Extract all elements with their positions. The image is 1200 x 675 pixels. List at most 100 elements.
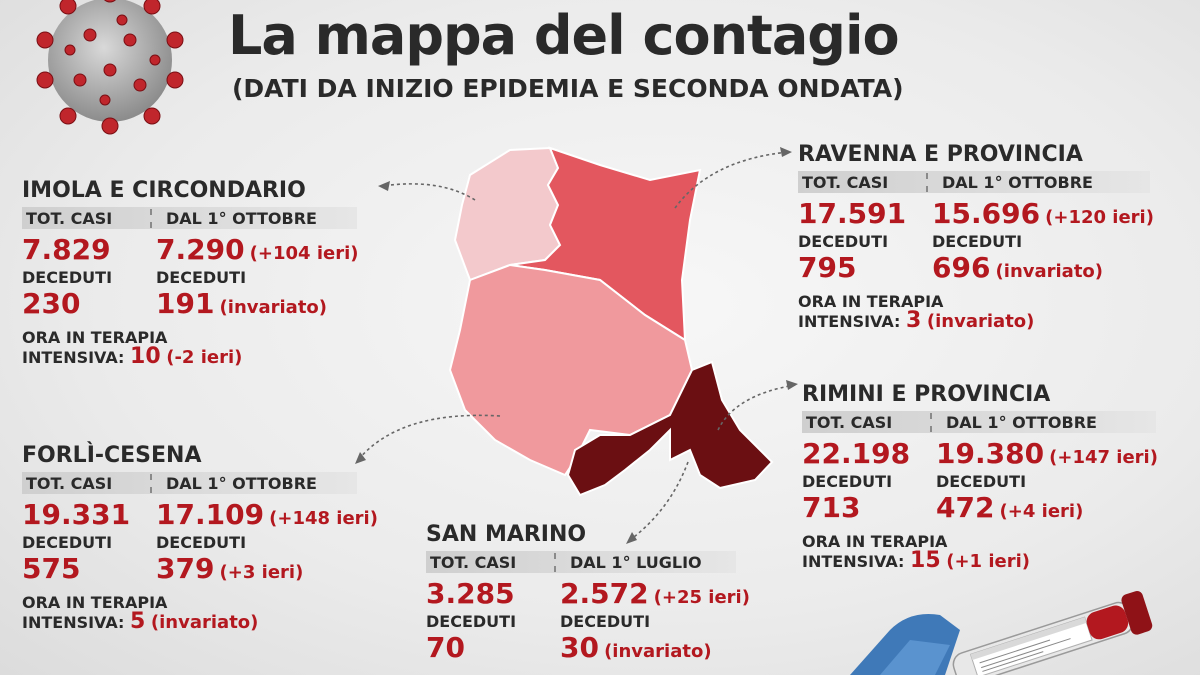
forli-icu: ORA IN TERAPIA INTENSIVA: 5 (invariato) xyxy=(22,593,378,634)
rimini-since-delta: (+147 ieri) xyxy=(1049,447,1158,468)
imola-deaths-delta: (invariato) xyxy=(219,297,328,318)
sanmarino-deaths-label-since: DECEDUTI xyxy=(560,612,651,631)
imola-header-total: TOT. CASI xyxy=(22,208,152,228)
rimini-header: TOT. CASI DAL 1° OTTOBRE xyxy=(802,411,1156,433)
ravenna-deaths-label-row: DECEDUTI DECEDUTI xyxy=(798,232,1154,251)
sanmarino-deaths-row: 70 30 (invariato) xyxy=(426,631,750,664)
rimini-header-since: DAL 1° OTTOBRE xyxy=(946,412,1097,432)
ravenna-deaths-row: 795 696 (invariato) xyxy=(798,251,1154,284)
forli-icu-delta: (invariato) xyxy=(150,612,259,633)
ravenna-block: RAVENNA E PROVINCIA TOT. CASI DAL 1° OTT… xyxy=(798,142,1154,333)
map-area-forli xyxy=(448,263,694,477)
sanmarino-name: SAN MARINO xyxy=(426,522,587,547)
ravenna-name: RAVENNA E PROVINCIA xyxy=(798,142,1083,167)
forli-deaths-row: 575 379 (+3 ieri) xyxy=(22,552,378,585)
forli-deaths-label-row: DECEDUTI DECEDUTI xyxy=(22,533,378,552)
ravenna-icu-label-2: INTENSIVA: xyxy=(798,312,901,331)
sanmarino-deaths-label-total: DECEDUTI xyxy=(426,612,517,631)
imola-header-since: DAL 1° OTTOBRE xyxy=(166,208,317,228)
forli-icu-value: 5 xyxy=(130,609,146,634)
forli-name: FORLÌ-CESENA xyxy=(22,443,202,468)
sanmarino-cases-row: 3.285 2.572 (+25 ieri) xyxy=(426,577,750,610)
ravenna-deaths-total: 795 xyxy=(798,251,857,284)
imola-icu-label-2: INTENSIVA: xyxy=(22,348,125,367)
forli-header-total: TOT. CASI xyxy=(22,473,152,493)
sanmarino-deaths-since: 30 xyxy=(560,631,599,664)
map-area-rimini xyxy=(566,360,774,497)
imola-header: TOT. CASI DAL 1° OTTOBRE xyxy=(22,207,357,229)
ravenna-deaths-label-total: DECEDUTI xyxy=(798,232,889,251)
ravenna-header-total: TOT. CASI xyxy=(798,172,928,192)
ravenna-since-delta: (+120 ieri) xyxy=(1045,207,1154,228)
sanmarino-header: TOT. CASI DAL 1° LUGLIO xyxy=(426,551,736,573)
forli-icu-label-1: ORA IN TERAPIA xyxy=(22,593,168,612)
rimini-deaths-row: 713 472 (+4 ieri) xyxy=(802,491,1158,524)
imola-icu-label-1: ORA IN TERAPIA xyxy=(22,328,168,347)
rimini-cases-row: 22.198 19.380 (+147 ieri) xyxy=(802,437,1158,470)
forli-deaths-label-total: DECEDUTI xyxy=(22,533,113,552)
forli-since-cases: 17.109 xyxy=(156,498,265,531)
forli-since-delta: (+148 ieri) xyxy=(269,508,378,529)
imola-block: IMOLA E CIRCONDARIO TOT. CASI DAL 1° OTT… xyxy=(22,178,358,369)
rimini-icu-label-2: INTENSIVA: xyxy=(802,552,905,571)
imola-deaths-row: 230 191 (invariato) xyxy=(22,287,358,320)
rimini-deaths-since: 472 xyxy=(936,491,995,524)
rimini-icu-delta: (+1 ieri) xyxy=(946,551,1030,572)
forli-deaths-delta: (+3 ieri) xyxy=(219,562,304,583)
forli-cases-row: 19.331 17.109 (+148 ieri) xyxy=(22,498,378,531)
sanmarino-header-total: TOT. CASI xyxy=(426,552,556,572)
imola-since-delta: (+104 ieri) xyxy=(249,243,359,264)
region-map xyxy=(448,146,774,497)
rimini-deaths-label-total: DECEDUTI xyxy=(802,472,893,491)
ravenna-deaths-since: 696 xyxy=(932,251,991,284)
sanmarino-deaths-total: 70 xyxy=(426,631,465,664)
ravenna-deaths-label-since: DECEDUTI xyxy=(932,232,1023,251)
sanmarino-header-since: DAL 1° LUGLIO xyxy=(570,552,702,572)
rimini-icu-value: 15 xyxy=(910,548,941,573)
rimini-since-cases: 19.380 xyxy=(936,437,1045,470)
imola-deaths-label-total: DECEDUTI xyxy=(22,268,113,287)
sanmarino-deaths-delta: (invariato) xyxy=(604,641,712,662)
rimini-icu: ORA IN TERAPIA INTENSIVA: 15 (+1 ieri) xyxy=(802,532,1158,573)
ravenna-icu-value: 3 xyxy=(906,308,922,333)
rimini-icu-label-1: ORA IN TERAPIA xyxy=(802,532,948,551)
forli-deaths-since: 379 xyxy=(156,552,215,585)
imola-total-cases: 7.829 xyxy=(22,233,111,266)
imola-cases-row: 7.829 7.290 (+104 ieri) xyxy=(22,233,358,266)
sanmarino-deaths-label-row: DECEDUTI DECEDUTI xyxy=(426,612,750,631)
blood-sample-tube-icon xyxy=(850,591,1153,675)
ravenna-icu: ORA IN TERAPIA INTENSIVA: 3 (invariato) xyxy=(798,292,1154,333)
imola-icu-delta: (-2 ieri) xyxy=(166,347,243,368)
sanmarino-block: SAN MARINO TOT. CASI DAL 1° LUGLIO 3.285… xyxy=(426,522,750,664)
forli-header-since: DAL 1° OTTOBRE xyxy=(166,473,317,493)
sanmarino-total-cases: 3.285 xyxy=(426,577,515,610)
forli-icu-label-2: INTENSIVA: xyxy=(22,613,125,632)
ravenna-cases-row: 17.591 15.696 (+120 ieri) xyxy=(798,197,1154,230)
forli-total-cases: 19.331 xyxy=(22,498,131,531)
imola-since-cases: 7.290 xyxy=(156,233,245,266)
sanmarino-since-cases: 2.572 xyxy=(560,577,649,610)
imola-deaths-since: 191 xyxy=(156,287,215,320)
ravenna-since-cases: 15.696 xyxy=(932,197,1041,230)
imola-icu: ORA IN TERAPIA INTENSIVA: 10 (-2 ieri) xyxy=(22,328,358,369)
rimini-total-cases: 22.198 xyxy=(802,437,911,470)
sanmarino-since-delta: (+25 ieri) xyxy=(653,587,750,608)
ravenna-header: TOT. CASI DAL 1° OTTOBRE xyxy=(798,171,1150,193)
imola-deaths-label-row: DECEDUTI DECEDUTI xyxy=(22,268,358,287)
imola-name: IMOLA E CIRCONDARIO xyxy=(22,178,306,203)
ravenna-deaths-delta: (invariato) xyxy=(995,261,1104,282)
ravenna-header-since: DAL 1° OTTOBRE xyxy=(942,172,1093,192)
rimini-header-total: TOT. CASI xyxy=(802,412,932,432)
page-subtitle: (DATI DA INIZIO EPIDEMIA E SECONDA ONDAT… xyxy=(232,74,904,103)
ravenna-icu-label-1: ORA IN TERAPIA xyxy=(798,292,944,311)
coronavirus-icon xyxy=(36,0,184,135)
imola-icu-value: 10 xyxy=(130,344,161,369)
imola-deaths-label-since: DECEDUTI xyxy=(156,268,247,287)
rimini-deaths-label-since: DECEDUTI xyxy=(936,472,1027,491)
forli-deaths-label-since: DECEDUTI xyxy=(156,533,247,552)
page-title: La mappa del contagio xyxy=(228,4,900,67)
rimini-deaths-delta: (+4 ieri) xyxy=(999,501,1084,522)
forli-deaths-total: 575 xyxy=(22,552,81,585)
forli-header: TOT. CASI DAL 1° OTTOBRE xyxy=(22,472,357,494)
